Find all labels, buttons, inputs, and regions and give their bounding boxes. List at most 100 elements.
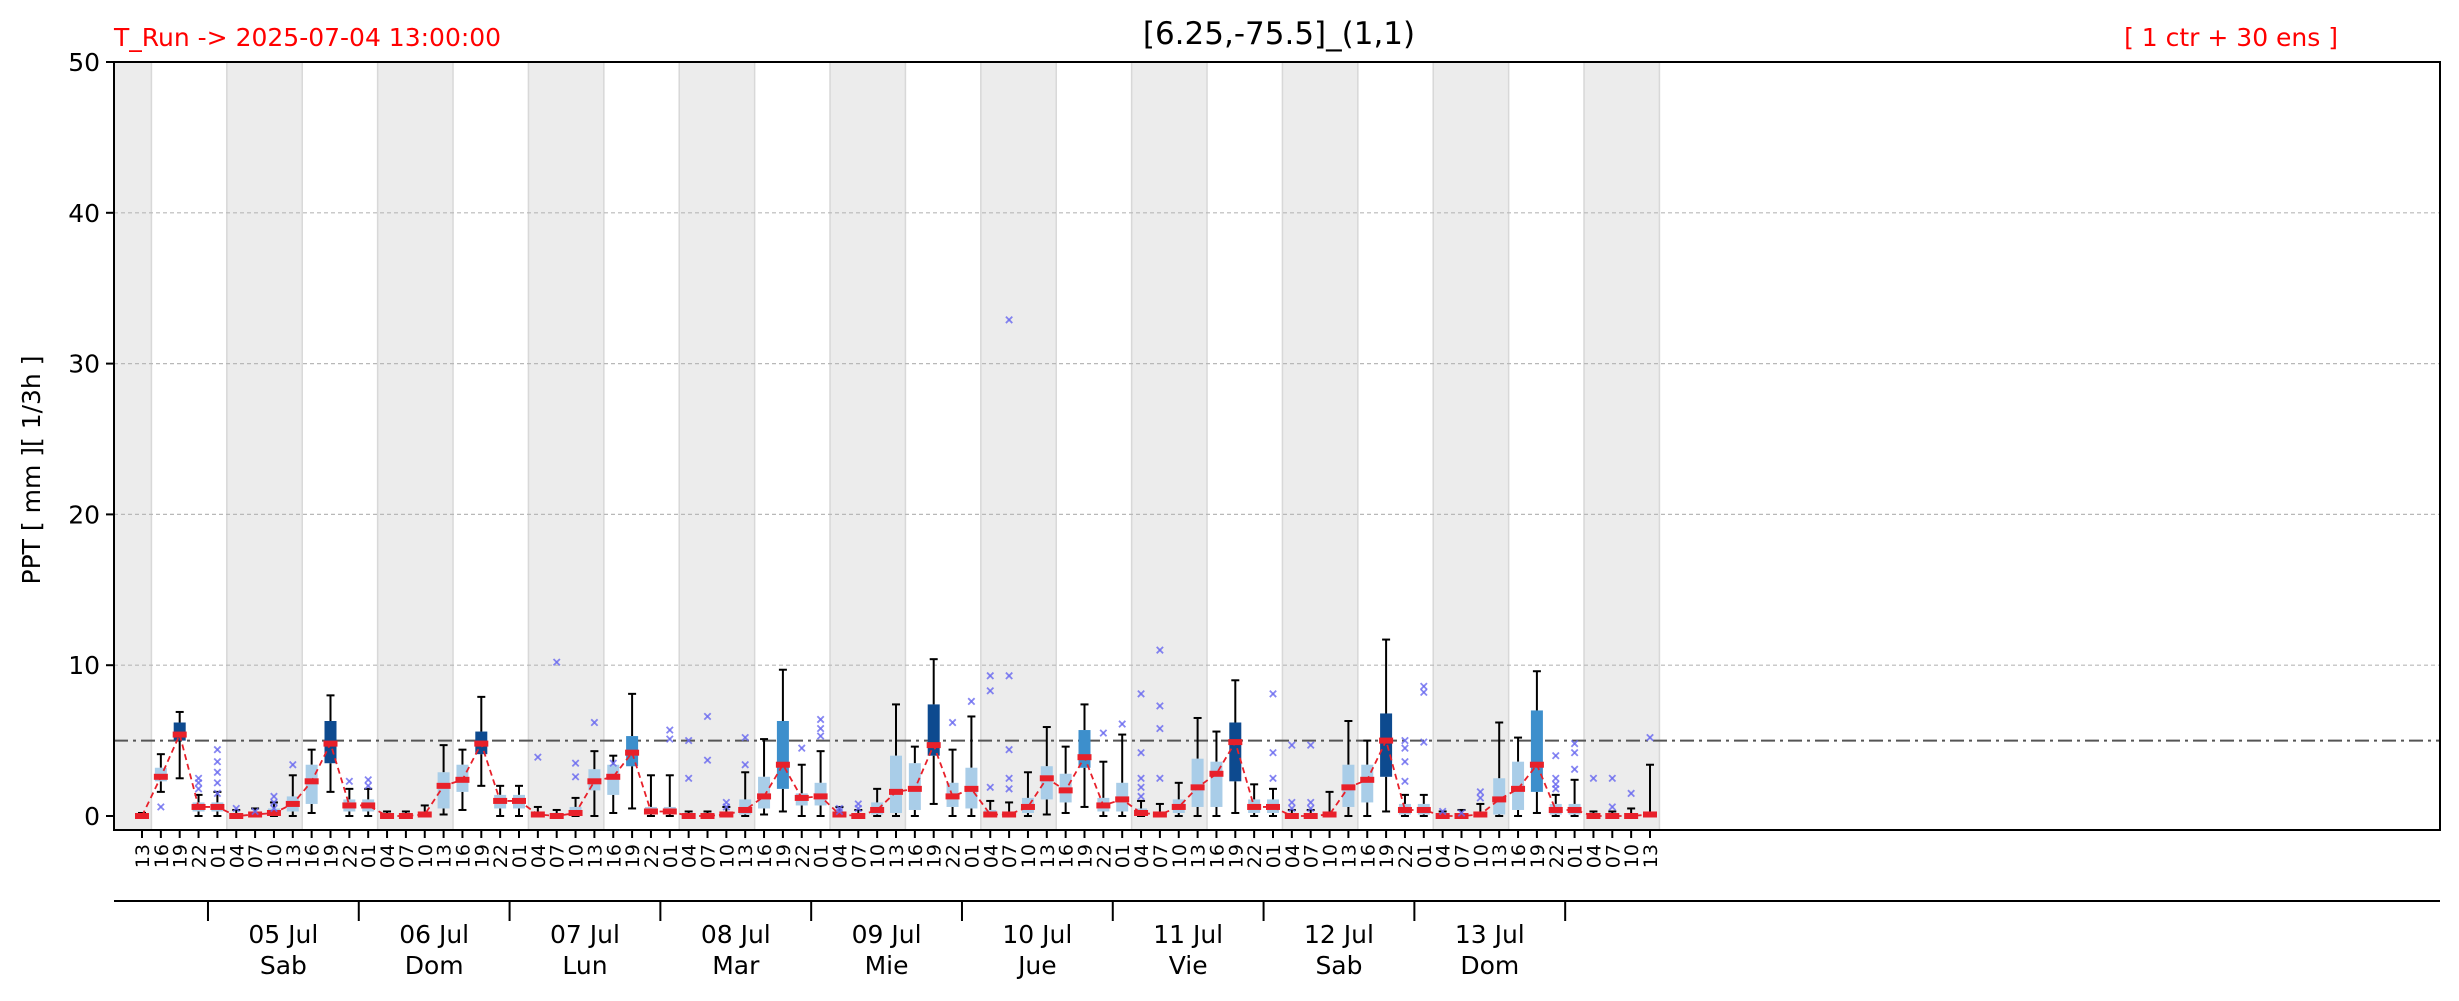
- median-marker: [1002, 811, 1017, 818]
- median-marker: [700, 813, 715, 819]
- outlier-stroke: [251, 807, 259, 816]
- outlier-stroke: [232, 804, 241, 813]
- outlier-point: [270, 798, 278, 807]
- outlier-point: [1137, 783, 1145, 792]
- x-tick-label: 10: [716, 844, 738, 868]
- outlier-stroke: [1401, 757, 1409, 766]
- median-marker: [1266, 803, 1280, 810]
- box: [1040, 766, 1053, 800]
- median-marker: [172, 731, 187, 738]
- x-tick-label: 07: [396, 844, 418, 868]
- median-marker: [1284, 813, 1299, 819]
- x-tick-label: 01: [207, 844, 229, 868]
- outlier-stroke: [194, 785, 203, 793]
- outlier-point: [157, 803, 165, 811]
- ensemble-label: [ 1 ctr + 30 ens ]: [2124, 23, 2338, 52]
- x-tick-label: 13: [132, 844, 154, 868]
- outlier-point: [1137, 792, 1145, 801]
- x-tick-label: 19: [1225, 844, 1247, 868]
- x-tick-label: 10: [1320, 844, 1342, 868]
- outlier-point: [345, 777, 354, 786]
- outlier-stroke: [741, 733, 750, 742]
- median-marker: [738, 806, 753, 813]
- median-marker: [1171, 803, 1186, 810]
- outlier-point: [1288, 798, 1296, 807]
- outlier-point: [194, 785, 203, 793]
- box: [607, 764, 620, 795]
- outlier-stroke: [835, 804, 844, 813]
- x-tick-label: 07: [1602, 844, 1624, 868]
- chart-title: [6.25,-75.5]_(1,1): [1143, 16, 1415, 52]
- median-marker: [1303, 813, 1318, 819]
- night-band: [528, 62, 604, 830]
- outlier-point: [665, 726, 674, 734]
- outlier-point: [1005, 745, 1013, 754]
- outlier-stroke: [1306, 798, 1315, 807]
- night-band: [679, 62, 755, 830]
- median-marker: [1077, 754, 1092, 761]
- outlier-stroke: [213, 745, 222, 754]
- outlier-stroke: [665, 735, 674, 743]
- outlier-stroke: [1306, 804, 1315, 813]
- x-tick-label: 16: [1056, 844, 1078, 868]
- outlier-stroke: [1551, 774, 1560, 783]
- outlier-stroke: [1005, 774, 1013, 783]
- day-weekday-label: Mie: [865, 951, 909, 980]
- x-tick-label: 19: [471, 844, 493, 868]
- outlier-point: [1288, 741, 1296, 749]
- median-marker: [1096, 802, 1111, 809]
- outlier-stroke: [1457, 809, 1466, 817]
- median-marker: [681, 813, 696, 819]
- outlier-point: [986, 783, 995, 792]
- outlier-stroke: [1608, 803, 1617, 811]
- outlier-stroke: [213, 757, 222, 766]
- x-tick-label: 04: [528, 844, 550, 868]
- median-marker: [1529, 761, 1544, 768]
- x-tick-label: 07: [1301, 844, 1323, 868]
- day-weekday-label: Sab: [1315, 951, 1362, 980]
- box: [890, 755, 902, 813]
- outlier-stroke: [816, 715, 825, 724]
- outlier-stroke: [1118, 720, 1127, 728]
- median-marker: [1416, 806, 1431, 813]
- y-tick-label: 50: [68, 48, 100, 77]
- x-tick-label: 07: [547, 844, 569, 868]
- outlier-stroke: [270, 792, 278, 801]
- median-marker: [1341, 784, 1356, 791]
- x-tick-label: 19: [924, 844, 946, 868]
- outlier-point: [1005, 671, 1013, 680]
- box: [1361, 764, 1374, 803]
- x-tick-label: 13: [886, 844, 908, 868]
- median-marker: [285, 800, 300, 807]
- x-tick-label: 07: [999, 844, 1021, 868]
- outlier-stroke: [986, 686, 995, 695]
- outlier-stroke: [816, 732, 825, 740]
- median-marker: [436, 782, 451, 789]
- outlier-point: [1137, 774, 1145, 783]
- outlier-point: [194, 774, 203, 783]
- box: [305, 764, 318, 804]
- x-tick-label: 10: [264, 844, 286, 868]
- night-band: [980, 62, 1057, 830]
- night-bands: [113, 62, 1661, 830]
- day-date-label: 08 Jul: [701, 920, 771, 949]
- x-tick-label: 22: [792, 844, 814, 868]
- outlier-stroke: [1288, 804, 1296, 813]
- outlier-point: [816, 724, 825, 733]
- x-tick-label: 01: [1112, 844, 1134, 868]
- y-tick-label: 20: [68, 500, 100, 529]
- outlier-stroke: [590, 718, 599, 727]
- y-tick-label: 30: [68, 350, 100, 379]
- outlier-stroke: [571, 759, 580, 768]
- outlier-point: [1156, 774, 1164, 783]
- box: [758, 776, 771, 809]
- median-marker: [248, 811, 263, 818]
- outlier-stroke: [1156, 724, 1164, 733]
- night-band: [377, 62, 454, 830]
- median-marker: [323, 740, 338, 747]
- median-marker: [1322, 811, 1337, 818]
- outlier-point: [986, 671, 995, 680]
- median-marker: [964, 785, 979, 792]
- outlier-point: [1269, 690, 1277, 698]
